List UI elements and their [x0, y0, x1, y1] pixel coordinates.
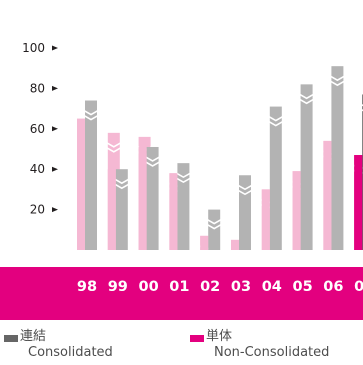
y-tick-label-60: 60	[30, 122, 45, 136]
bar-consolidated-98	[85, 100, 97, 251]
y-tick-arrow	[52, 45, 58, 51]
bar-consolidated-01-notch	[176, 177, 191, 184]
non-consolidated-swatch	[190, 335, 204, 342]
non-consolidated-label-jp: 単体	[206, 329, 233, 344]
bar-non-consolidated-99-notch	[106, 147, 122, 153]
x-tick-label-02: 02	[200, 279, 220, 295]
bar-consolidated-04-notch	[268, 115, 284, 122]
bar-non-consolidated-03-notch	[229, 249, 245, 255]
bar-consolidated-01-notch	[176, 172, 191, 179]
bar-overlap-99	[107, 169, 116, 250]
y-tick-label-100: 100	[22, 41, 45, 55]
bar-overlap-07	[354, 155, 363, 250]
bar-consolidated-99-notch	[114, 183, 130, 190]
consolidated-label-jp: 連結	[20, 329, 47, 344]
bar-consolidated-03	[239, 175, 251, 250]
x-tick-label-05: 05	[293, 279, 313, 295]
y-axis: 20 40 60 80 100	[22, 41, 58, 217]
bar-consolidated-04	[269, 106, 282, 250]
consolidated-swatch	[4, 335, 18, 342]
x-tick-label-00: 00	[139, 279, 159, 295]
bar-consolidated-03-notch	[237, 184, 253, 191]
x-tick-label-06: 06	[323, 279, 343, 295]
y-tick-label-20: 20	[30, 203, 45, 217]
bar-overlap-05	[292, 171, 301, 250]
bar-consolidated-02	[208, 209, 221, 250]
bar-consolidated-05-notch	[299, 93, 314, 100]
legend-consolidated: 連結 Consolidated	[4, 329, 113, 361]
x-tick-label-01: 01	[169, 279, 189, 295]
y-tick-label-40: 40	[30, 162, 45, 176]
bar-consolidated-99-notch	[114, 178, 130, 185]
bar-overlap-01	[169, 173, 178, 250]
consolidated-label-en: Consolidated	[28, 345, 113, 360]
bar-consolidated-02-notch	[206, 218, 222, 225]
x-axis-labels: 98 99 00 01 02 03 04 05 06 07	[77, 279, 363, 295]
bar-non-consolidated-02-notch	[198, 250, 214, 256]
x-tick-label-99: 99	[108, 279, 128, 295]
bar-consolidated-04-notch	[268, 120, 284, 127]
bar-overlap-04	[261, 189, 270, 250]
bar-overlap-02	[200, 235, 209, 250]
bar-non-consolidated-03-notch	[229, 254, 245, 260]
x-tick-label-03: 03	[231, 279, 251, 295]
bar-overlap-00	[138, 146, 147, 250]
year-band	[0, 267, 363, 320]
bar-overlap-06	[323, 140, 332, 250]
bar-consolidated-06-notch	[330, 80, 345, 87]
y-tick-arrow	[52, 85, 58, 91]
bar-consolidated-99	[115, 169, 128, 250]
bars	[75, 66, 363, 260]
bar-consolidated-00	[146, 146, 159, 250]
y-tick-label-80: 80	[30, 81, 45, 95]
bar-overlap-03	[231, 239, 239, 250]
bar-consolidated-06	[331, 66, 344, 251]
bar-chart: 20 40 60 80 100 98 99 00 01 02 03 04 05 06 07	[0, 41, 363, 320]
bar-consolidated-05-notch	[299, 98, 314, 105]
bar-overlap-98	[77, 118, 85, 250]
bar-consolidated-01	[177, 163, 190, 250]
x-tick-label-07: 07	[354, 279, 363, 295]
bar-consolidated-00-notch	[145, 161, 160, 167]
y-tick-arrow	[52, 166, 58, 172]
bar-consolidated-00-notch	[145, 156, 160, 162]
bar-consolidated-98-notch	[83, 109, 99, 116]
x-tick-label-98: 98	[77, 279, 97, 295]
bar-consolidated-06-notch	[330, 75, 345, 82]
bar-consolidated-98-notch	[83, 114, 99, 121]
legend-non-consolidated: 単体 Non-Consolidated	[190, 329, 329, 361]
bar-consolidated-02-notch	[206, 223, 222, 230]
y-tick-arrow	[52, 126, 58, 132]
y-tick-arrow	[52, 207, 58, 213]
bar-consolidated-05	[300, 84, 313, 250]
non-consolidated-label-en: Non-Consolidated	[214, 345, 330, 360]
bar-consolidated-03-notch	[237, 189, 253, 196]
x-tick-label-04: 04	[262, 279, 282, 295]
bar-non-consolidated-99-notch	[106, 142, 122, 148]
